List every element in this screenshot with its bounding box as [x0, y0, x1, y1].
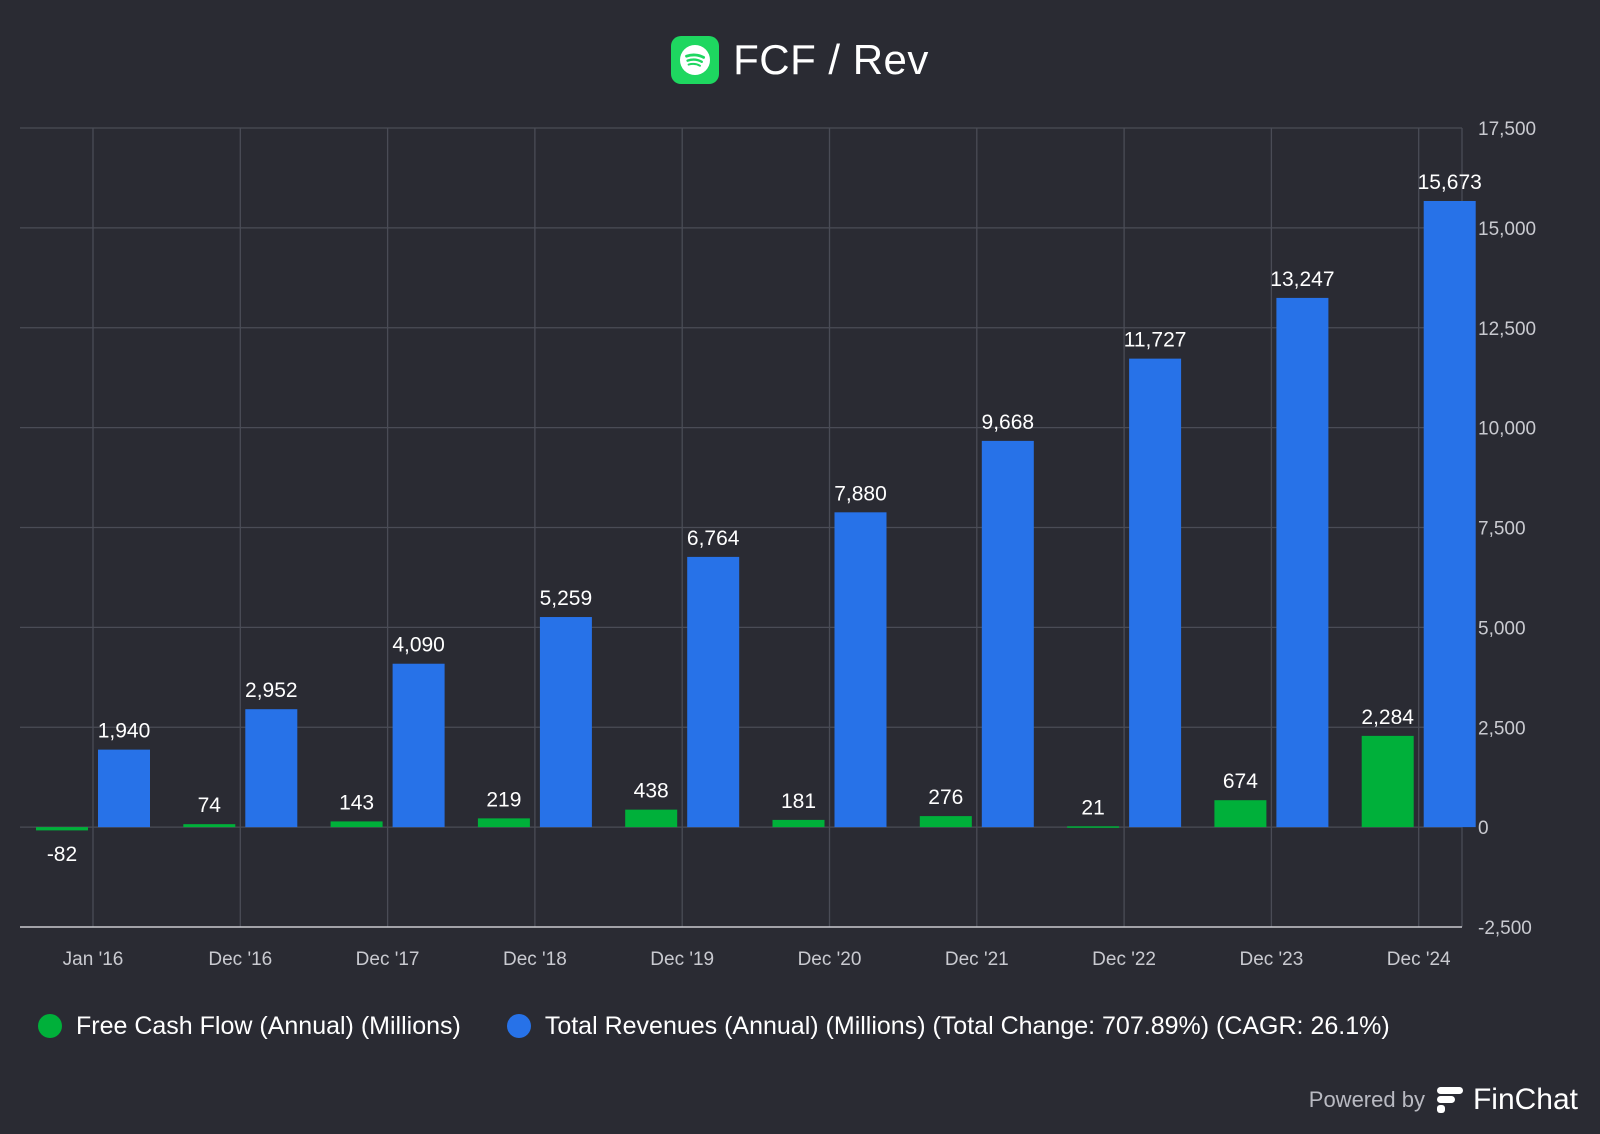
x-tick-label: Dec '20 — [798, 949, 862, 970]
revenue-bar[interactable] — [539, 617, 592, 828]
fcf-data-label: 219 — [486, 788, 521, 811]
powered-by-text: Powered by — [1308, 1087, 1425, 1112]
revenue-data-label: 11,727 — [1124, 329, 1187, 352]
fcf-bar[interactable] — [625, 809, 678, 828]
legend-revenue-dot-icon — [506, 1014, 531, 1038]
fcf-data-label: 2,284 — [1361, 706, 1414, 729]
bar-chart: -82 74 143 219 438 181 276 21 674 2,284 1,940 2,952… — [20, 119, 1536, 970]
fcf-data-label: 276 — [928, 786, 963, 809]
axis-layer: -2,500 0 2,500 5,000 7,500 10,000 12,500 15,000… — [20, 119, 1536, 970]
revenue-data-label: 15,673 — [1418, 171, 1482, 194]
fcf-data-label: -82 — [47, 843, 77, 866]
bars-layer — [36, 200, 1476, 831]
fcf-data-label: 181 — [781, 790, 816, 813]
y-tick-label: 2,500 — [1478, 718, 1526, 739]
y-tick-label: -2,500 — [1478, 918, 1532, 939]
revenue-bar[interactable] — [1423, 200, 1476, 828]
legend-fcf-dot-icon — [38, 1014, 62, 1038]
fcf-data-label: 674 — [1223, 770, 1258, 793]
revenue-data-label: 1,940 — [98, 720, 151, 743]
fcf-bar[interactable] — [477, 818, 530, 828]
y-tick-label: 12,500 — [1478, 319, 1536, 340]
revenue-data-label: 4,090 — [392, 634, 445, 657]
legend-fcf-label: Free Cash Flow (Annual) (Millions) — [76, 1011, 461, 1040]
x-tick-label: Dec '19 — [650, 949, 714, 970]
revenue-bar[interactable] — [1276, 297, 1329, 828]
y-tick-label: 15,000 — [1478, 219, 1536, 240]
x-tick-label: Dec '17 — [356, 949, 420, 970]
revenue-data-label: 9,668 — [982, 411, 1035, 434]
x-tick-label: Dec '24 — [1387, 949, 1451, 970]
revenue-bar[interactable] — [98, 749, 150, 828]
fcf-bar[interactable] — [330, 821, 383, 828]
x-tick-label: Dec '21 — [945, 949, 1009, 970]
fcf-bar[interactable] — [183, 824, 236, 828]
legend-revenue-label: Total Revenues (Annual) (Millions) (Tota… — [544, 1011, 1390, 1040]
fcf-bar[interactable] — [1214, 800, 1267, 828]
revenue-bar[interactable] — [687, 556, 740, 828]
finchat-logo: FinChat — [1435, 1083, 1578, 1117]
y-tick-label: 5,000 — [1478, 618, 1526, 639]
x-tick-label: Jan '16 — [63, 949, 124, 970]
revenue-data-label: 7,880 — [834, 482, 887, 505]
revenue-bar[interactable] — [981, 440, 1034, 828]
revenue-data-label: 2,952 — [245, 679, 298, 702]
fcf-bar[interactable] — [36, 827, 88, 831]
revenue-bar[interactable] — [392, 663, 445, 828]
fcf-data-label: 21 — [1081, 796, 1104, 819]
page-title: FCF / Rev — [733, 36, 929, 83]
fcf-bar[interactable] — [772, 819, 825, 828]
revenue-bar[interactable] — [834, 512, 887, 828]
x-tick-label: Dec '23 — [1239, 949, 1303, 970]
labels-layer: -82 74 143 219 438 181 276 21 674 2,284 1,940 2,952… — [47, 171, 1482, 866]
fcf-data-label: 143 — [339, 791, 374, 814]
legend-item-revenue[interactable]: Total Revenues (Annual) (Millions) (Tota… — [506, 1011, 1390, 1041]
fcf-data-label: 74 — [198, 794, 222, 817]
x-tick-label: Dec '18 — [503, 949, 567, 970]
fcf-bar[interactable] — [1067, 826, 1120, 828]
fcf-data-label: 438 — [634, 780, 669, 803]
y-tick-label: 10,000 — [1478, 419, 1536, 440]
x-tick-label: Dec '16 — [208, 949, 272, 970]
chart-title-area: FCF / Rev — [0, 30, 1600, 90]
finchat-mark-icon — [1436, 1087, 1463, 1113]
revenue-data-label: 5,259 — [540, 587, 593, 610]
revenue-bar[interactable] — [1129, 358, 1182, 828]
finchat-brand-text: FinChat — [1472, 1083, 1578, 1116]
legend: Free Cash Flow (Annual) (Millions) Total… — [38, 1008, 1390, 1044]
revenue-data-label: 13,247 — [1270, 268, 1334, 291]
revenue-bar[interactable] — [245, 709, 298, 828]
spotify-logo-icon — [671, 36, 720, 84]
y-tick-label: 17,500 — [1478, 119, 1536, 140]
powered-by-footer[interactable]: Powered by FinChat — [1309, 1080, 1578, 1120]
fcf-bar[interactable] — [919, 816, 972, 828]
y-tick-label: 7,500 — [1478, 519, 1526, 540]
y-tick-label: 0 — [1478, 818, 1489, 839]
revenue-data-label: 6,764 — [687, 527, 740, 550]
fcf-bar[interactable] — [1361, 735, 1414, 828]
x-tick-label: Dec '22 — [1092, 949, 1156, 970]
legend-item-fcf[interactable]: Free Cash Flow (Annual) (Millions) — [38, 1012, 461, 1041]
